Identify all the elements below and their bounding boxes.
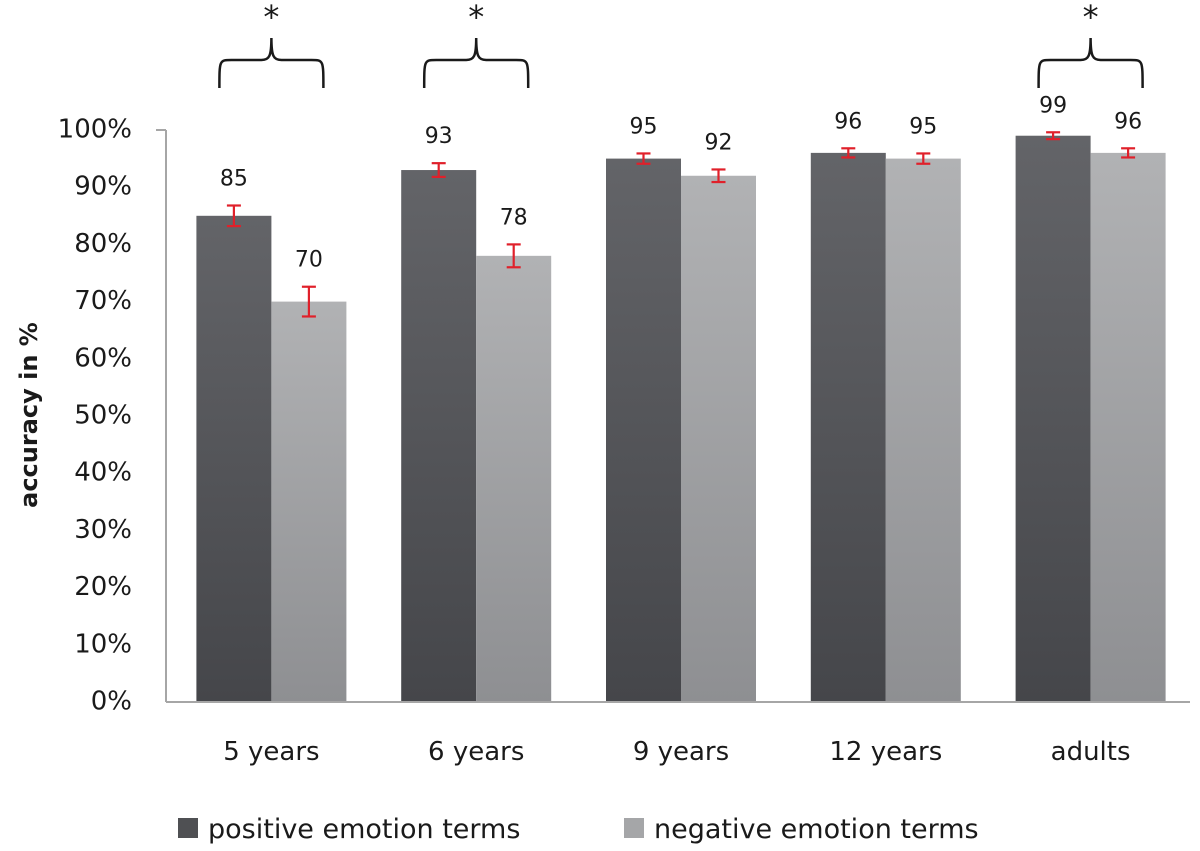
value-label: 93 (425, 124, 453, 149)
bar (271, 301, 347, 702)
x-category-label: adults (1051, 737, 1131, 767)
bar (810, 152, 886, 702)
significance-bracket (1037, 37, 1144, 89)
bar (885, 158, 961, 703)
category-labels-group: 5 years 6 years 9 years 12 years adults (223, 737, 1130, 767)
bar (1015, 135, 1091, 703)
y-tick-label: 40% (74, 458, 132, 488)
significance-star: * (1083, 0, 1099, 36)
y-tick-label: 50% (74, 401, 132, 431)
value-label: 99 (1039, 93, 1067, 118)
bar (606, 158, 681, 703)
x-category-label: 9 years (633, 737, 729, 767)
significance-star: * (263, 0, 279, 36)
value-label: 70 (295, 248, 323, 273)
value-label: 96 (1114, 109, 1142, 134)
y-tick-label: 100% (58, 115, 132, 145)
value-labels-group: 85 70 93 78 95 92 96 95 99 96 (220, 93, 1142, 272)
legend-swatch (624, 818, 644, 838)
bar (476, 255, 552, 702)
significance-bracket (218, 37, 325, 89)
y-tick-label: 10% (74, 629, 132, 659)
bars-group (196, 135, 1166, 703)
y-tick-label: 70% (74, 286, 132, 316)
value-label: 96 (834, 109, 862, 134)
y-tick-label: 90% (74, 172, 132, 202)
value-label: 92 (705, 130, 733, 155)
legend: positive emotion terms negative emotion t… (178, 814, 979, 845)
significance-bracket (422, 37, 530, 89)
y-tick-label: 0% (91, 687, 132, 717)
legend-label: positive emotion terms (208, 814, 520, 845)
x-category-label: 6 years (428, 737, 524, 767)
value-label: 95 (630, 114, 658, 139)
y-tick-label: 20% (74, 572, 132, 602)
axes-group (156, 129, 1190, 703)
y-tick-label: 60% (74, 343, 132, 373)
significance-star: * (468, 0, 484, 36)
legend-swatch (178, 818, 198, 838)
bar (681, 175, 756, 702)
value-label: 78 (500, 205, 528, 230)
bar (1090, 152, 1166, 702)
x-category-label: 5 years (223, 737, 319, 767)
bar (196, 215, 272, 703)
bar (401, 170, 477, 703)
significance-group: * * * (218, 0, 1144, 89)
value-label: 95 (909, 114, 937, 139)
legend-label: negative emotion terms (654, 814, 979, 845)
y-tick-label: 30% (74, 515, 132, 545)
value-label: 85 (220, 167, 248, 192)
y-axis-ticks: 0% 10% 20% 30% 40% 50% 60% 70% 80% 90% 100% (58, 115, 132, 717)
y-tick-label: 80% (74, 229, 132, 259)
x-category-label: 12 years (829, 737, 942, 767)
y-axis-title: accuracy in % (15, 322, 43, 508)
error-bars-group (226, 131, 1136, 318)
